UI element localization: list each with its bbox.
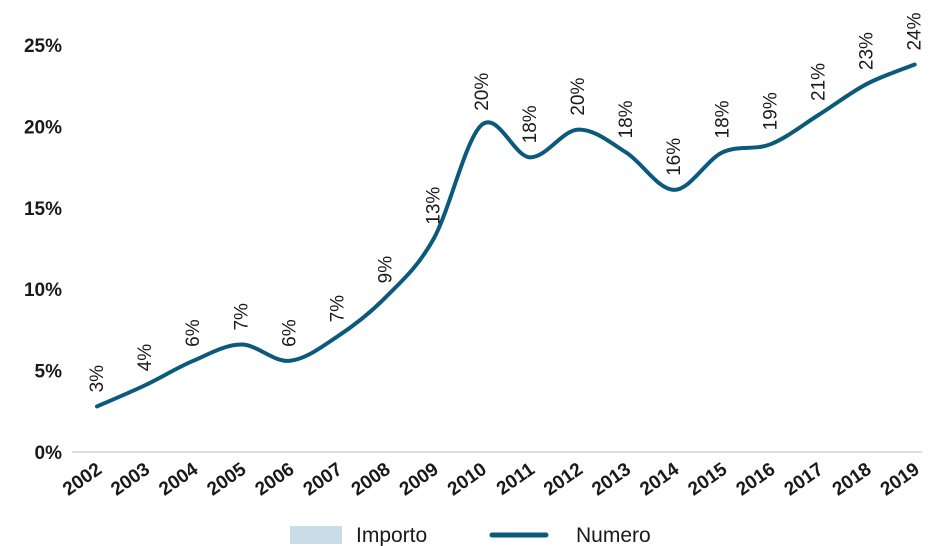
x-tick-label: 2008 [348, 459, 395, 500]
data-label: 6% [183, 319, 204, 347]
y-tick-label: 0% [35, 443, 63, 464]
data-label: 4% [135, 344, 156, 372]
x-tick-label: 2018 [829, 459, 876, 500]
data-label: 18% [712, 100, 733, 138]
x-tick-label: 2009 [396, 459, 443, 500]
data-label: 13% [424, 187, 445, 225]
x-tick-label: 2005 [203, 459, 250, 501]
x-tick-label: 2011 [493, 459, 539, 500]
x-tick-label: 2012 [540, 459, 587, 500]
y-axis: 0% 5% 10% 15% 20% 25% [24, 36, 922, 464]
y-tick-label: 20% [24, 117, 62, 138]
data-label: 7% [328, 295, 349, 323]
x-tick-label: 2003 [107, 459, 154, 500]
legend: Importo Numero [290, 524, 651, 546]
legend-swatch-importo [290, 526, 342, 544]
data-label: 19% [760, 92, 781, 130]
data-label: 20% [568, 78, 589, 116]
x-tick-label: 2007 [300, 459, 347, 500]
data-label: 20% [472, 73, 493, 111]
data-label: 3% [87, 365, 108, 393]
data-label: 21% [809, 63, 830, 101]
y-tick-label: 25% [24, 36, 62, 57]
data-label: 16% [664, 138, 685, 176]
x-tick-label: 2014 [636, 459, 683, 501]
x-tick-label: 2013 [588, 459, 635, 500]
data-label: 9% [376, 256, 397, 284]
x-tick-label: 2019 [877, 459, 924, 500]
x-tick-label: 2002 [59, 459, 106, 500]
data-label: 18% [616, 100, 637, 138]
y-tick-label: 10% [24, 280, 62, 301]
x-axis: 2002 2003 2004 2005 2006 2007 2008 2009 2010 2011… [59, 459, 923, 501]
data-label: 18% [520, 105, 541, 143]
data-label: 7% [231, 303, 252, 331]
x-tick-label: 2010 [444, 459, 491, 500]
data-label: 24% [905, 12, 926, 50]
x-tick-label: 2015 [684, 459, 731, 501]
x-tick-label: 2006 [252, 459, 299, 500]
y-tick-label: 15% [24, 199, 62, 220]
data-label: 6% [279, 319, 300, 347]
y-tick-label: 5% [35, 362, 63, 383]
legend-label-importo: Importo [356, 524, 427, 546]
data-label: 23% [857, 32, 878, 70]
data-labels: 3% 4% 6% 7% 6% 7% 9% 13% 20% 18% 20% 18% 16% 18% 19% 21… [87, 12, 926, 392]
x-tick-label: 2004 [155, 459, 202, 501]
x-tick-label: 2016 [733, 459, 780, 500]
legend-label-numero: Numero [576, 524, 651, 546]
series-line-numero [95, 62, 917, 409]
x-tick-label: 2017 [781, 459, 828, 500]
